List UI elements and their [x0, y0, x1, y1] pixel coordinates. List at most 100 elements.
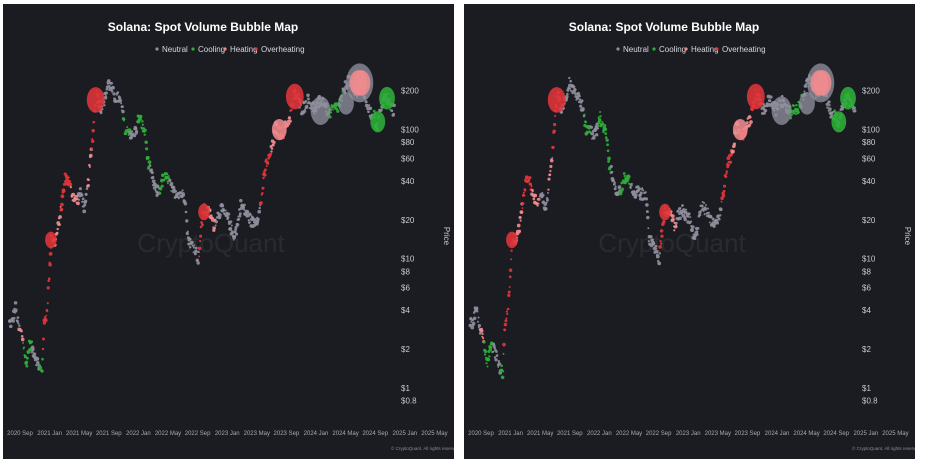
volume-bubble — [338, 92, 354, 115]
data-point — [483, 353, 487, 356]
data-point — [569, 87, 572, 90]
data-point — [711, 221, 714, 224]
data-point — [332, 108, 334, 111]
y-tick-label: $80 — [862, 138, 876, 147]
data-point — [60, 202, 64, 207]
data-point — [107, 79, 111, 83]
data-point — [229, 220, 233, 224]
data-point — [75, 197, 79, 201]
data-point — [269, 155, 272, 158]
data-point — [100, 111, 103, 115]
data-point — [25, 364, 29, 368]
data-point — [675, 221, 678, 225]
data-point — [90, 139, 95, 143]
data-point — [641, 187, 644, 190]
x-tick-label: 2023 Jan — [676, 431, 701, 437]
data-point — [502, 352, 505, 355]
data-point — [15, 308, 18, 311]
legend-marker-heating — [223, 47, 227, 51]
volume-bubble — [813, 70, 832, 96]
chart-svg: Solana: Spot Volume Bubble Map Neutral Coo… — [7, 20, 454, 451]
data-point — [63, 172, 67, 176]
data-point — [554, 114, 557, 117]
data-point — [242, 206, 246, 209]
data-point — [19, 327, 22, 330]
y-axis-label: Price — [442, 227, 451, 246]
data-point — [507, 307, 510, 311]
data-point — [573, 88, 577, 92]
x-tick-label: 2024 Sep — [823, 431, 849, 437]
data-point — [86, 184, 90, 188]
data-point — [725, 172, 728, 175]
data-point — [192, 246, 196, 249]
data-point — [306, 97, 310, 101]
data-point — [185, 211, 188, 213]
data-point — [763, 108, 768, 113]
data-point — [20, 337, 25, 342]
x-tick-label: 2023 May — [705, 431, 731, 437]
data-point — [616, 193, 620, 196]
data-point — [703, 201, 706, 205]
legend-item-neutral: Neutral — [162, 45, 188, 54]
data-point — [606, 149, 610, 153]
data-point — [167, 175, 170, 178]
data-point — [503, 329, 507, 332]
data-point — [58, 223, 61, 226]
y-axis: $0.8 $1 $2 $4 $6 $8 $10 $20 $40 $60 $80 $100 $200 Pri… — [401, 87, 451, 406]
data-point — [67, 176, 70, 179]
data-point — [547, 177, 551, 181]
data-point — [135, 129, 139, 134]
data-point — [718, 217, 721, 221]
data-point — [234, 225, 238, 229]
y-tick-label: $10 — [401, 255, 415, 264]
data-point — [87, 178, 90, 182]
data-point — [42, 321, 47, 325]
y-tick-label: $200 — [401, 87, 419, 96]
data-point — [507, 293, 511, 297]
data-point — [126, 126, 129, 129]
data-point — [745, 121, 749, 125]
data-point — [261, 186, 265, 190]
data-point — [726, 163, 729, 166]
data-point — [702, 209, 705, 212]
data-point — [151, 175, 155, 180]
data-point — [502, 342, 506, 347]
data-point — [725, 170, 729, 173]
volume-bubble — [310, 96, 331, 125]
data-point — [508, 275, 512, 279]
data-point — [141, 120, 144, 123]
data-point — [645, 210, 649, 214]
data-point — [585, 130, 589, 134]
data-point — [239, 198, 243, 203]
data-point — [132, 133, 135, 135]
data-point — [166, 182, 169, 185]
data-point — [161, 174, 165, 177]
x-tick-label: 2022 Jan — [587, 431, 612, 437]
data-point — [582, 109, 585, 112]
data-point — [101, 108, 104, 111]
data-point — [120, 102, 123, 105]
data-point — [24, 360, 29, 364]
y-tick-label: $0.8 — [401, 396, 417, 405]
data-point — [65, 177, 69, 182]
data-point — [224, 209, 227, 212]
data-point — [143, 133, 146, 136]
data-point — [12, 316, 16, 320]
data-point — [140, 127, 144, 130]
data-point — [25, 356, 29, 360]
data-point — [497, 362, 502, 366]
data-point — [82, 209, 87, 214]
data-point — [115, 100, 118, 103]
volume-bubble — [370, 111, 386, 133]
x-tick-label: 2025 Jan — [853, 431, 878, 437]
x-tick-label: 2023 May — [244, 431, 270, 437]
data-point — [231, 231, 234, 235]
data-point — [649, 235, 653, 238]
data-point — [497, 365, 500, 368]
y-tick-label: $200 — [862, 87, 880, 96]
data-point — [642, 189, 645, 192]
data-point — [287, 116, 292, 120]
y-tick-label: $10 — [862, 255, 876, 264]
plot-area — [8, 63, 396, 373]
data-point — [537, 202, 540, 205]
